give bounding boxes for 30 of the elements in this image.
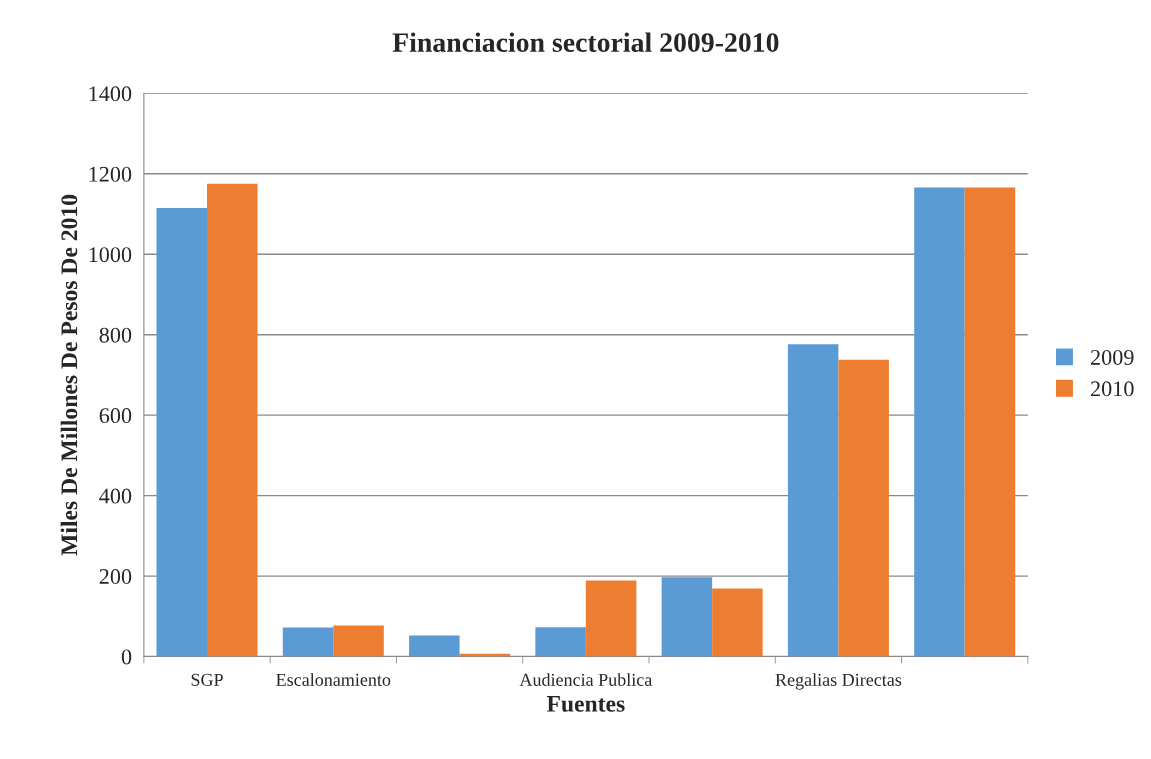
legend-label: 2010: [1090, 381, 1134, 397]
x-tick-label: SGP: [191, 673, 223, 686]
bar: [712, 588, 763, 657]
y-tick-label: 0: [121, 649, 132, 665]
y-tick-label: 1200: [89, 166, 132, 182]
x-tick-label: Audiencia Publica: [519, 673, 653, 686]
bar: [409, 635, 460, 657]
legend-label: 2009: [1090, 349, 1134, 365]
y-tick-label: 1000: [89, 247, 132, 263]
bar: [914, 187, 965, 657]
y-tick-label: 400: [99, 488, 132, 504]
bar: [535, 627, 586, 657]
bar: [661, 577, 713, 657]
chart-title: Financiacion sectorial 2009-2010: [392, 32, 779, 52]
x-tick-label: Escalonamiento: [276, 673, 391, 686]
x-axis-title: Fuentes: [546, 696, 625, 712]
y-tick-label: 1400: [89, 86, 132, 102]
bar: [838, 359, 889, 657]
y-axis-title: Miles De Millones De Pesos De 2010: [60, 194, 78, 556]
y-tick-label: 200: [99, 569, 132, 585]
bar: [964, 187, 1016, 657]
bar: [282, 627, 334, 657]
bar: [207, 183, 258, 657]
bar: [333, 625, 384, 657]
bar: [787, 344, 839, 657]
bar: [156, 208, 208, 657]
y-tick-label: 800: [99, 327, 132, 343]
bar: [585, 580, 637, 657]
y-tick-label: 600: [99, 408, 132, 424]
x-tick-label: Regalias Directas: [775, 673, 902, 690]
